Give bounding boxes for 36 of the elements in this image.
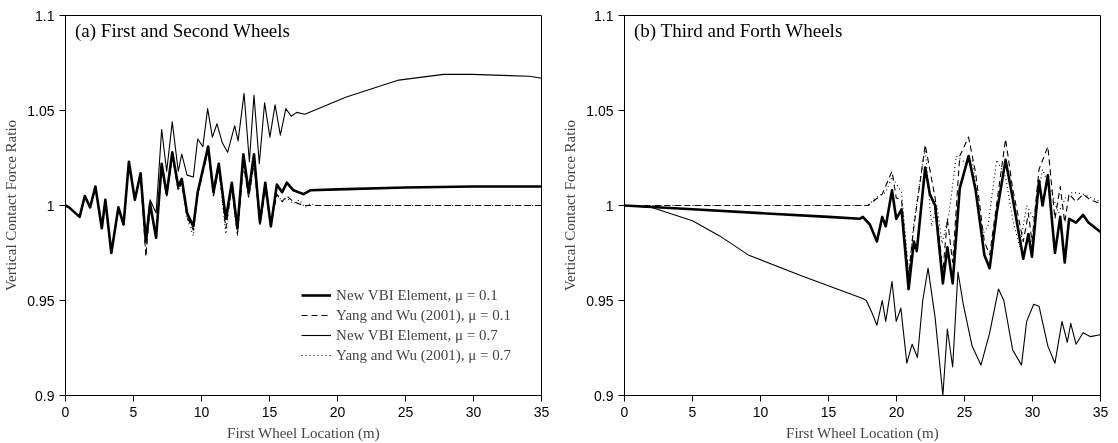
legend-label: Yang and Wu (2001), μ = 0.7: [336, 346, 511, 364]
x-tick-label: 5: [129, 403, 138, 420]
x-tick-label: 20: [329, 403, 346, 420]
x-tick-label: 25: [956, 403, 973, 420]
x-tick-label: 5: [688, 403, 697, 420]
x-tick-label: 15: [261, 403, 278, 420]
x-tick-label: 0: [61, 403, 70, 420]
y-tick-label: 1: [46, 197, 55, 214]
y-axis-title: Vertical Contact Force Ratio: [562, 119, 579, 292]
x-tick-label: 20: [888, 403, 905, 420]
legend-label: Yang and Wu (2001), μ = 0.1: [336, 306, 511, 324]
y-tick-label: 0.95: [27, 292, 55, 309]
x-tick-label: 15: [820, 403, 837, 420]
y-tick-label: 1.05: [27, 102, 55, 119]
x-tick-label: 0: [620, 403, 629, 420]
y-tick-label: 1.1: [35, 7, 55, 24]
x-tick-label: 10: [193, 403, 210, 420]
y-tick-label: 0.9: [35, 387, 55, 404]
x-axis-title: First Wheel Location (m): [227, 424, 380, 442]
chart-title: (a) First and Second Wheels: [75, 20, 290, 43]
x-tick-label: 35: [1092, 403, 1109, 420]
y-tick-label: 1.1: [594, 7, 614, 24]
chart-title: (b) Third and Forth Wheels: [634, 20, 843, 43]
x-tick-label: 25: [397, 403, 414, 420]
x-tick-label: 30: [465, 403, 482, 420]
x-tick-label: 30: [1024, 403, 1041, 420]
y-tick-label: 1: [605, 197, 614, 214]
y-axis-title: Vertical Contact Force Ratio: [3, 119, 20, 292]
legend-label: New VBI Element, μ = 0.7: [336, 326, 498, 344]
legend-label: New VBI Element, μ = 0.1: [336, 286, 498, 304]
y-tick-label: 1.05: [586, 102, 614, 119]
y-tick-label: 0.95: [586, 292, 614, 309]
y-tick-label: 0.9: [594, 387, 614, 404]
x-tick-label: 10: [752, 403, 769, 420]
x-tick-label: 35: [533, 403, 550, 420]
x-axis-title: First Wheel Location (m): [786, 424, 939, 442]
